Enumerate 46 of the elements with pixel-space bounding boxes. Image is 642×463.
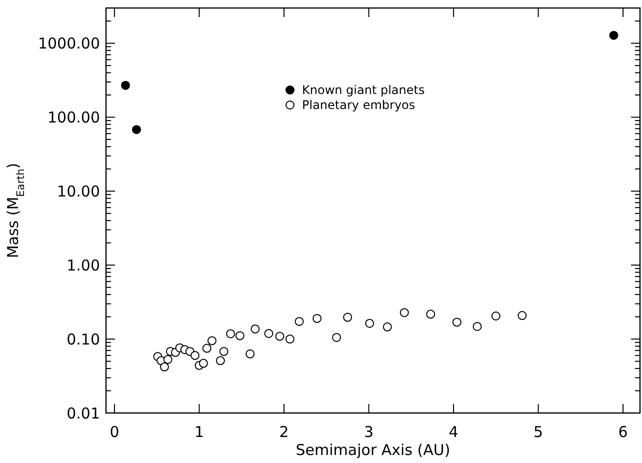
point <box>219 346 228 356</box>
point <box>343 312 352 322</box>
point <box>312 314 322 323</box>
y-tick-label: 0.10 <box>66 330 100 348</box>
point <box>264 328 274 338</box>
point <box>207 336 216 346</box>
point <box>472 322 482 331</box>
point <box>518 311 527 320</box>
y-tick-label: 1000.00 <box>38 34 100 53</box>
point <box>426 310 436 319</box>
legend-label: Known giant planets <box>302 83 425 98</box>
y-tick-label: 10.00 <box>57 182 100 200</box>
point <box>491 312 500 321</box>
y-tick-label: 100.00 <box>48 108 100 126</box>
point <box>160 362 169 372</box>
point <box>198 358 208 368</box>
point <box>332 332 342 342</box>
x-tick-label: 4 <box>448 423 458 441</box>
x-tick-label: 3 <box>364 423 374 441</box>
x-axis-title: Semimajor Axis (AU) <box>296 441 450 459</box>
y-tick-label: 1.00 <box>66 256 100 274</box>
point <box>275 332 284 341</box>
point <box>294 316 304 326</box>
x-tick-label: 0 <box>110 423 120 441</box>
point <box>246 349 255 358</box>
point <box>285 334 294 344</box>
x-tick-label: 2 <box>279 423 289 441</box>
point <box>250 324 260 334</box>
point <box>132 125 142 134</box>
point <box>163 354 172 364</box>
point <box>226 329 236 338</box>
legend-label: Planetary embryos <box>302 98 416 112</box>
x-tick-label: 6 <box>618 423 628 441</box>
point <box>382 322 392 332</box>
point <box>190 350 200 360</box>
point <box>235 331 244 340</box>
y-tick-label: 0.01 <box>66 404 100 422</box>
x-tick-label: 5 <box>534 423 544 441</box>
point <box>120 80 130 90</box>
point <box>365 318 374 328</box>
x-tick-label: 1 <box>194 423 204 441</box>
point <box>452 318 462 327</box>
point <box>202 344 212 353</box>
point <box>216 356 225 366</box>
point <box>609 30 618 40</box>
point <box>400 308 409 318</box>
